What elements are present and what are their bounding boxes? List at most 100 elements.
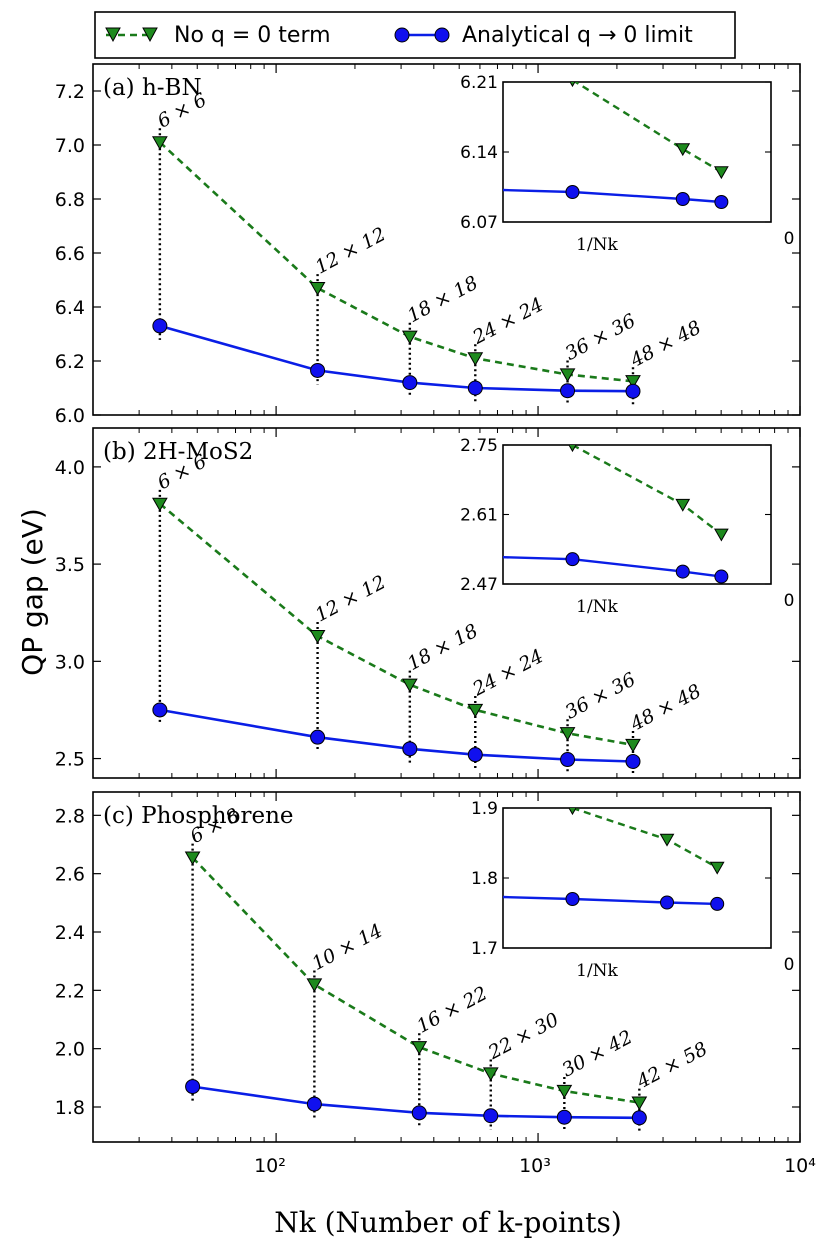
x-tick-label-1e3: 10³ [519, 1155, 551, 1177]
y-tick-label: 6.2 [55, 351, 85, 373]
inset-no-q-point [675, 498, 691, 512]
inset-no-q-point [714, 528, 729, 542]
legend-analytical-label: Analytical q → 0 limit [462, 23, 693, 48]
grid-size-label: 18 × 18 [404, 272, 482, 327]
no-q-point [401, 330, 418, 345]
inset-analytical-point [714, 195, 729, 209]
x-tick-label-1e4: 10⁴ [784, 1155, 816, 1177]
grid-size-label: 48 × 48 [626, 316, 705, 372]
y-tick-label: 2.0 [55, 1039, 85, 1061]
no-q-point [631, 1096, 648, 1111]
no-q-point [625, 738, 641, 753]
y-tick-label: 6.4 [55, 297, 85, 319]
y-tick-label: 6.0 [55, 405, 85, 427]
no-q-point [556, 1084, 573, 1099]
y-tick-label: 7.0 [55, 135, 85, 157]
inset-no-q-point [675, 143, 691, 157]
grid-size-label: 16 × 22 [413, 982, 491, 1037]
inset-y-tick-label: 6.21 [460, 73, 498, 93]
inset-y-tick-label: 6.07 [460, 213, 498, 233]
inset-frame [502, 81, 772, 223]
no-q-point [401, 678, 418, 693]
inset-data [503, 445, 729, 584]
analytical-point [560, 752, 576, 768]
grid-size-label: 22 × 30 [484, 1009, 563, 1065]
y-tick-label: 2.8 [55, 805, 85, 827]
inset-0: 6.07 6.14 6.21 1/Nk 0 [460, 73, 794, 255]
grid-size-label: 24 × 24 [468, 293, 547, 349]
inset-no-q-point [709, 861, 725, 875]
inset-data [503, 82, 729, 209]
no-q-point [411, 1041, 428, 1055]
inset-zero-label: 0 [784, 955, 795, 975]
inset-analytical-point [710, 896, 725, 911]
inset-y-tick-label: 1.9 [471, 799, 498, 819]
analytical-point [467, 747, 483, 763]
series-no-q-line [191, 856, 640, 1104]
x-axis-label: Nk (Number of k-points) [274, 1206, 622, 1239]
grid-size-label: 18 × 18 [404, 620, 482, 675]
inset-analytical-point [675, 192, 690, 206]
grid-size-label: 42 × 58 [632, 1038, 711, 1094]
inset-frame [502, 444, 772, 585]
x-tick-label-1e2: 10² [254, 1155, 286, 1177]
inset-analytical-point [660, 895, 675, 910]
series-no-q-line [159, 141, 634, 383]
y-tick-label: 2.5 [55, 749, 85, 771]
inset-no-q-point [659, 833, 675, 847]
no-q-point [306, 978, 323, 993]
no-q-point [467, 703, 484, 718]
inset-analytical-line [503, 556, 722, 578]
analytical-point [625, 383, 641, 399]
inset-1: 2.47 2.61 2.75 1/Nk 0 [460, 436, 794, 617]
inset-analytical-point [675, 564, 690, 579]
plot-frame [92, 63, 801, 416]
no-q-point [152, 497, 168, 512]
grid-size-label: 24 × 24 [468, 645, 547, 701]
legend-analytical-marker-right [434, 27, 450, 43]
no-q-point [559, 727, 576, 741]
grid-size-label: 12 × 12 [312, 223, 390, 278]
grid-size-label: 12 × 12 [312, 571, 390, 626]
inset-analytical-line [503, 895, 718, 906]
grid-size-label: 10 × 14 [308, 920, 386, 975]
no-q-point [152, 136, 168, 150]
series-analytical-line [159, 324, 634, 393]
analytical-point [310, 362, 326, 378]
inset-analytical-point [714, 569, 729, 584]
inset-y-tick-label: 1.7 [471, 939, 498, 959]
analytical-point [185, 1079, 201, 1095]
no-q-point [559, 368, 576, 383]
legend-no-q-label: No q = 0 term [174, 23, 331, 48]
plot-frame [92, 427, 801, 779]
panel-title: (c) Phosphorene [103, 803, 294, 829]
series-analytical-line [192, 1085, 640, 1120]
legend-no-q-marker-right [142, 27, 158, 43]
y-tick-label: 3.0 [55, 651, 85, 673]
y-tick-label: 6.6 [55, 243, 85, 265]
inset-no-q-point [568, 445, 577, 453]
analytical-point [625, 753, 641, 769]
inset-analytical-point [565, 185, 580, 199]
plot-frame [92, 791, 801, 1143]
y-tick-label: 6.8 [55, 189, 85, 211]
analytical-point [483, 1108, 499, 1124]
inset-y-tick-label: 2.61 [460, 506, 498, 526]
inset-analytical-point [565, 892, 580, 906]
inset-no-q-point [569, 82, 576, 88]
inset-no-q-point [714, 166, 729, 180]
analytical-point [402, 375, 418, 391]
legend-analytical-marker-left [394, 27, 410, 43]
inset-analytical-point [565, 552, 580, 567]
series-analytical-line [159, 708, 634, 763]
no-q-point [467, 352, 484, 366]
inset-frame [502, 807, 772, 949]
y-tick-label: 7.2 [55, 81, 85, 103]
y-tick-label: 2.4 [55, 922, 85, 944]
analytical-point [152, 318, 168, 334]
